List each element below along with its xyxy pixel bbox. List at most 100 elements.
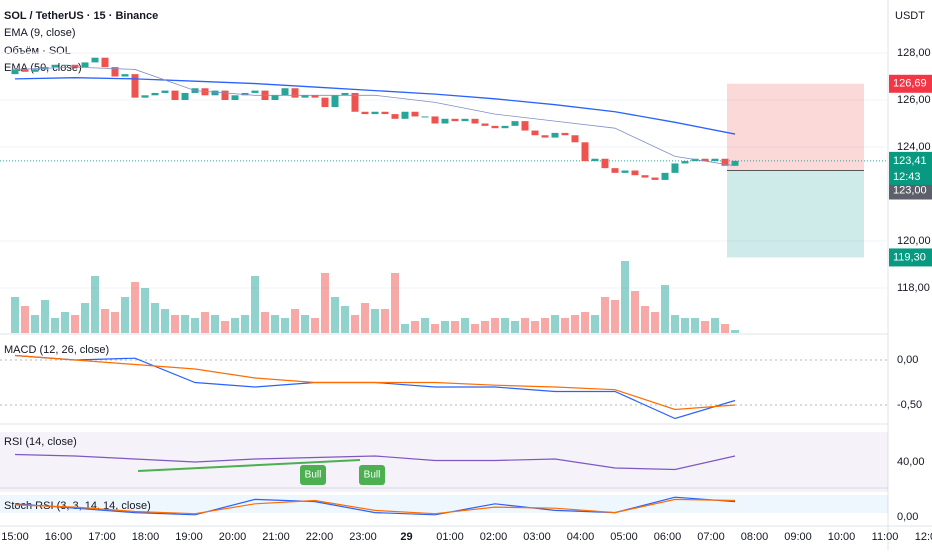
signal-badge <box>359 465 385 485</box>
y-tick-label: 118,00 <box>897 282 930 294</box>
volume-bar <box>541 318 549 333</box>
volume-bar <box>261 312 269 333</box>
candle-body <box>511 121 519 126</box>
candle-body <box>701 158 709 162</box>
stop-tag: 119,30 <box>893 251 926 263</box>
volume-bar <box>81 303 89 333</box>
candle-body <box>541 135 549 138</box>
x-tick-label: 15:00 <box>1 531 29 543</box>
signal-label: Bull <box>305 470 322 481</box>
candle-body <box>581 142 589 162</box>
volume-bar <box>481 321 489 333</box>
y-tick-label: 128,00 <box>897 47 931 59</box>
volume-bar <box>731 330 739 333</box>
volume-bar <box>521 318 529 333</box>
stop-zone <box>727 170 864 258</box>
volume-bar <box>691 318 699 333</box>
candle-body <box>211 90 219 96</box>
candle-body <box>621 170 629 173</box>
y-tick-label: 40,00 <box>897 456 925 468</box>
candle-body <box>461 118 469 122</box>
volume-bar <box>241 315 249 333</box>
x-tick-label: 20:00 <box>219 531 247 543</box>
candle-body <box>451 118 459 122</box>
candle-body <box>11 69 19 75</box>
candle-body <box>401 111 409 119</box>
candle-body <box>671 163 679 173</box>
volume-bar <box>561 318 569 333</box>
volume-bar <box>671 315 679 333</box>
volume-bar <box>361 303 369 333</box>
x-tick-label: 29 <box>400 531 412 543</box>
legend-item: Объём · SOL <box>4 45 71 57</box>
candle-body <box>331 95 339 108</box>
candle-body <box>151 92 159 96</box>
volume-bar <box>61 312 69 333</box>
candle-body <box>361 111 369 115</box>
volume-bar <box>301 315 309 333</box>
x-tick-label: 04:00 <box>567 531 595 543</box>
volume-bar <box>101 309 109 333</box>
candle-body <box>171 90 179 100</box>
candle-body <box>61 64 69 66</box>
volume-bar <box>471 324 479 333</box>
volume-bar <box>491 318 499 333</box>
candle-body <box>281 88 289 96</box>
candle-body <box>141 95 149 98</box>
entry-tag-bg <box>889 181 932 200</box>
candle-body <box>391 114 399 119</box>
volume-bar <box>271 315 279 333</box>
candle-body <box>411 111 419 117</box>
candle-body <box>251 90 259 93</box>
volume-bar <box>11 297 19 333</box>
volume-bar <box>391 273 399 333</box>
candle-body <box>661 172 669 180</box>
candle-body <box>291 88 299 98</box>
volume-bar <box>461 318 469 333</box>
signal-label: Bull <box>364 470 381 481</box>
volume-bar <box>171 315 179 333</box>
x-tick-label: 07:00 <box>697 531 725 543</box>
y-tick-label: 120,00 <box>897 235 931 247</box>
legend-item: EMA (9, close) <box>4 27 76 39</box>
volume-bar <box>661 285 669 333</box>
volume-bar <box>51 318 59 333</box>
y-tick-label: 126,00 <box>897 94 931 106</box>
candle-body <box>681 161 689 164</box>
candle-body <box>471 118 479 124</box>
signal-badge <box>300 465 326 485</box>
volume-bar <box>581 312 589 333</box>
volume-bar <box>591 315 599 333</box>
candle-body <box>131 74 139 98</box>
candle-body <box>481 123 489 126</box>
volume-bar <box>511 321 519 333</box>
countdown: 12:43 <box>893 171 921 183</box>
volume-bar <box>441 321 449 333</box>
volume-bar <box>181 315 189 333</box>
x-tick-label: 06:00 <box>654 531 682 543</box>
volume-bar <box>721 324 729 333</box>
candle-body <box>711 158 719 162</box>
candle-body <box>641 175 649 178</box>
volume-bar <box>151 303 159 333</box>
x-tick-label: 17:00 <box>88 531 116 543</box>
volume-bar <box>501 318 509 333</box>
candle-body <box>271 95 279 100</box>
stop-tag-bg <box>889 248 932 267</box>
x-tick-label: 19:00 <box>175 531 203 543</box>
y-tick-label: 124,00 <box>897 141 931 153</box>
candle-body <box>591 158 599 162</box>
ema50-line <box>14 77 736 135</box>
candle-body <box>561 132 569 136</box>
volume-bar <box>201 312 209 333</box>
x-tick-label: 22:00 <box>306 531 334 543</box>
ema9-line <box>14 66 736 167</box>
volume-bar <box>681 318 689 333</box>
volume-bar <box>31 315 39 333</box>
candle-body <box>51 64 59 68</box>
candle-body <box>301 95 309 98</box>
volume-bar <box>231 318 239 333</box>
x-tick-label: 21:00 <box>262 531 290 543</box>
candle-body <box>491 125 499 129</box>
